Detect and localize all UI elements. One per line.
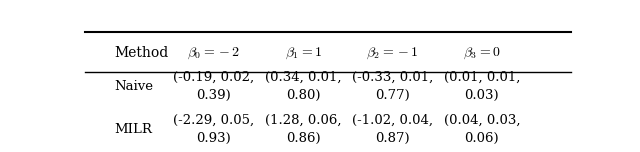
Text: $\beta_1 = 1$: $\beta_1 = 1$ bbox=[285, 46, 322, 61]
Text: $\beta_0 = -2$: $\beta_0 = -2$ bbox=[188, 46, 241, 61]
Text: $\beta_2 = -1$: $\beta_2 = -1$ bbox=[366, 46, 419, 61]
Text: (-0.33, 0.01,
0.77): (-0.33, 0.01, 0.77) bbox=[352, 71, 433, 102]
Text: Naive: Naive bbox=[115, 80, 154, 93]
Text: (-1.02, 0.04,
0.87): (-1.02, 0.04, 0.87) bbox=[352, 114, 433, 145]
Text: (0.01, 0.01,
0.03): (0.01, 0.01, 0.03) bbox=[444, 71, 520, 102]
Text: Method: Method bbox=[115, 46, 169, 60]
Text: $\beta_3 = 0$: $\beta_3 = 0$ bbox=[463, 46, 500, 61]
Text: MILR: MILR bbox=[115, 123, 152, 136]
Text: (0.04, 0.03,
0.06): (0.04, 0.03, 0.06) bbox=[444, 114, 520, 145]
Text: (1.28, 0.06,
0.86): (1.28, 0.06, 0.86) bbox=[265, 114, 342, 145]
Text: (-0.19, 0.02,
0.39): (-0.19, 0.02, 0.39) bbox=[173, 71, 255, 102]
Text: (-2.29, 0.05,
0.93): (-2.29, 0.05, 0.93) bbox=[173, 114, 255, 145]
Text: (0.34, 0.01,
0.80): (0.34, 0.01, 0.80) bbox=[265, 71, 342, 102]
